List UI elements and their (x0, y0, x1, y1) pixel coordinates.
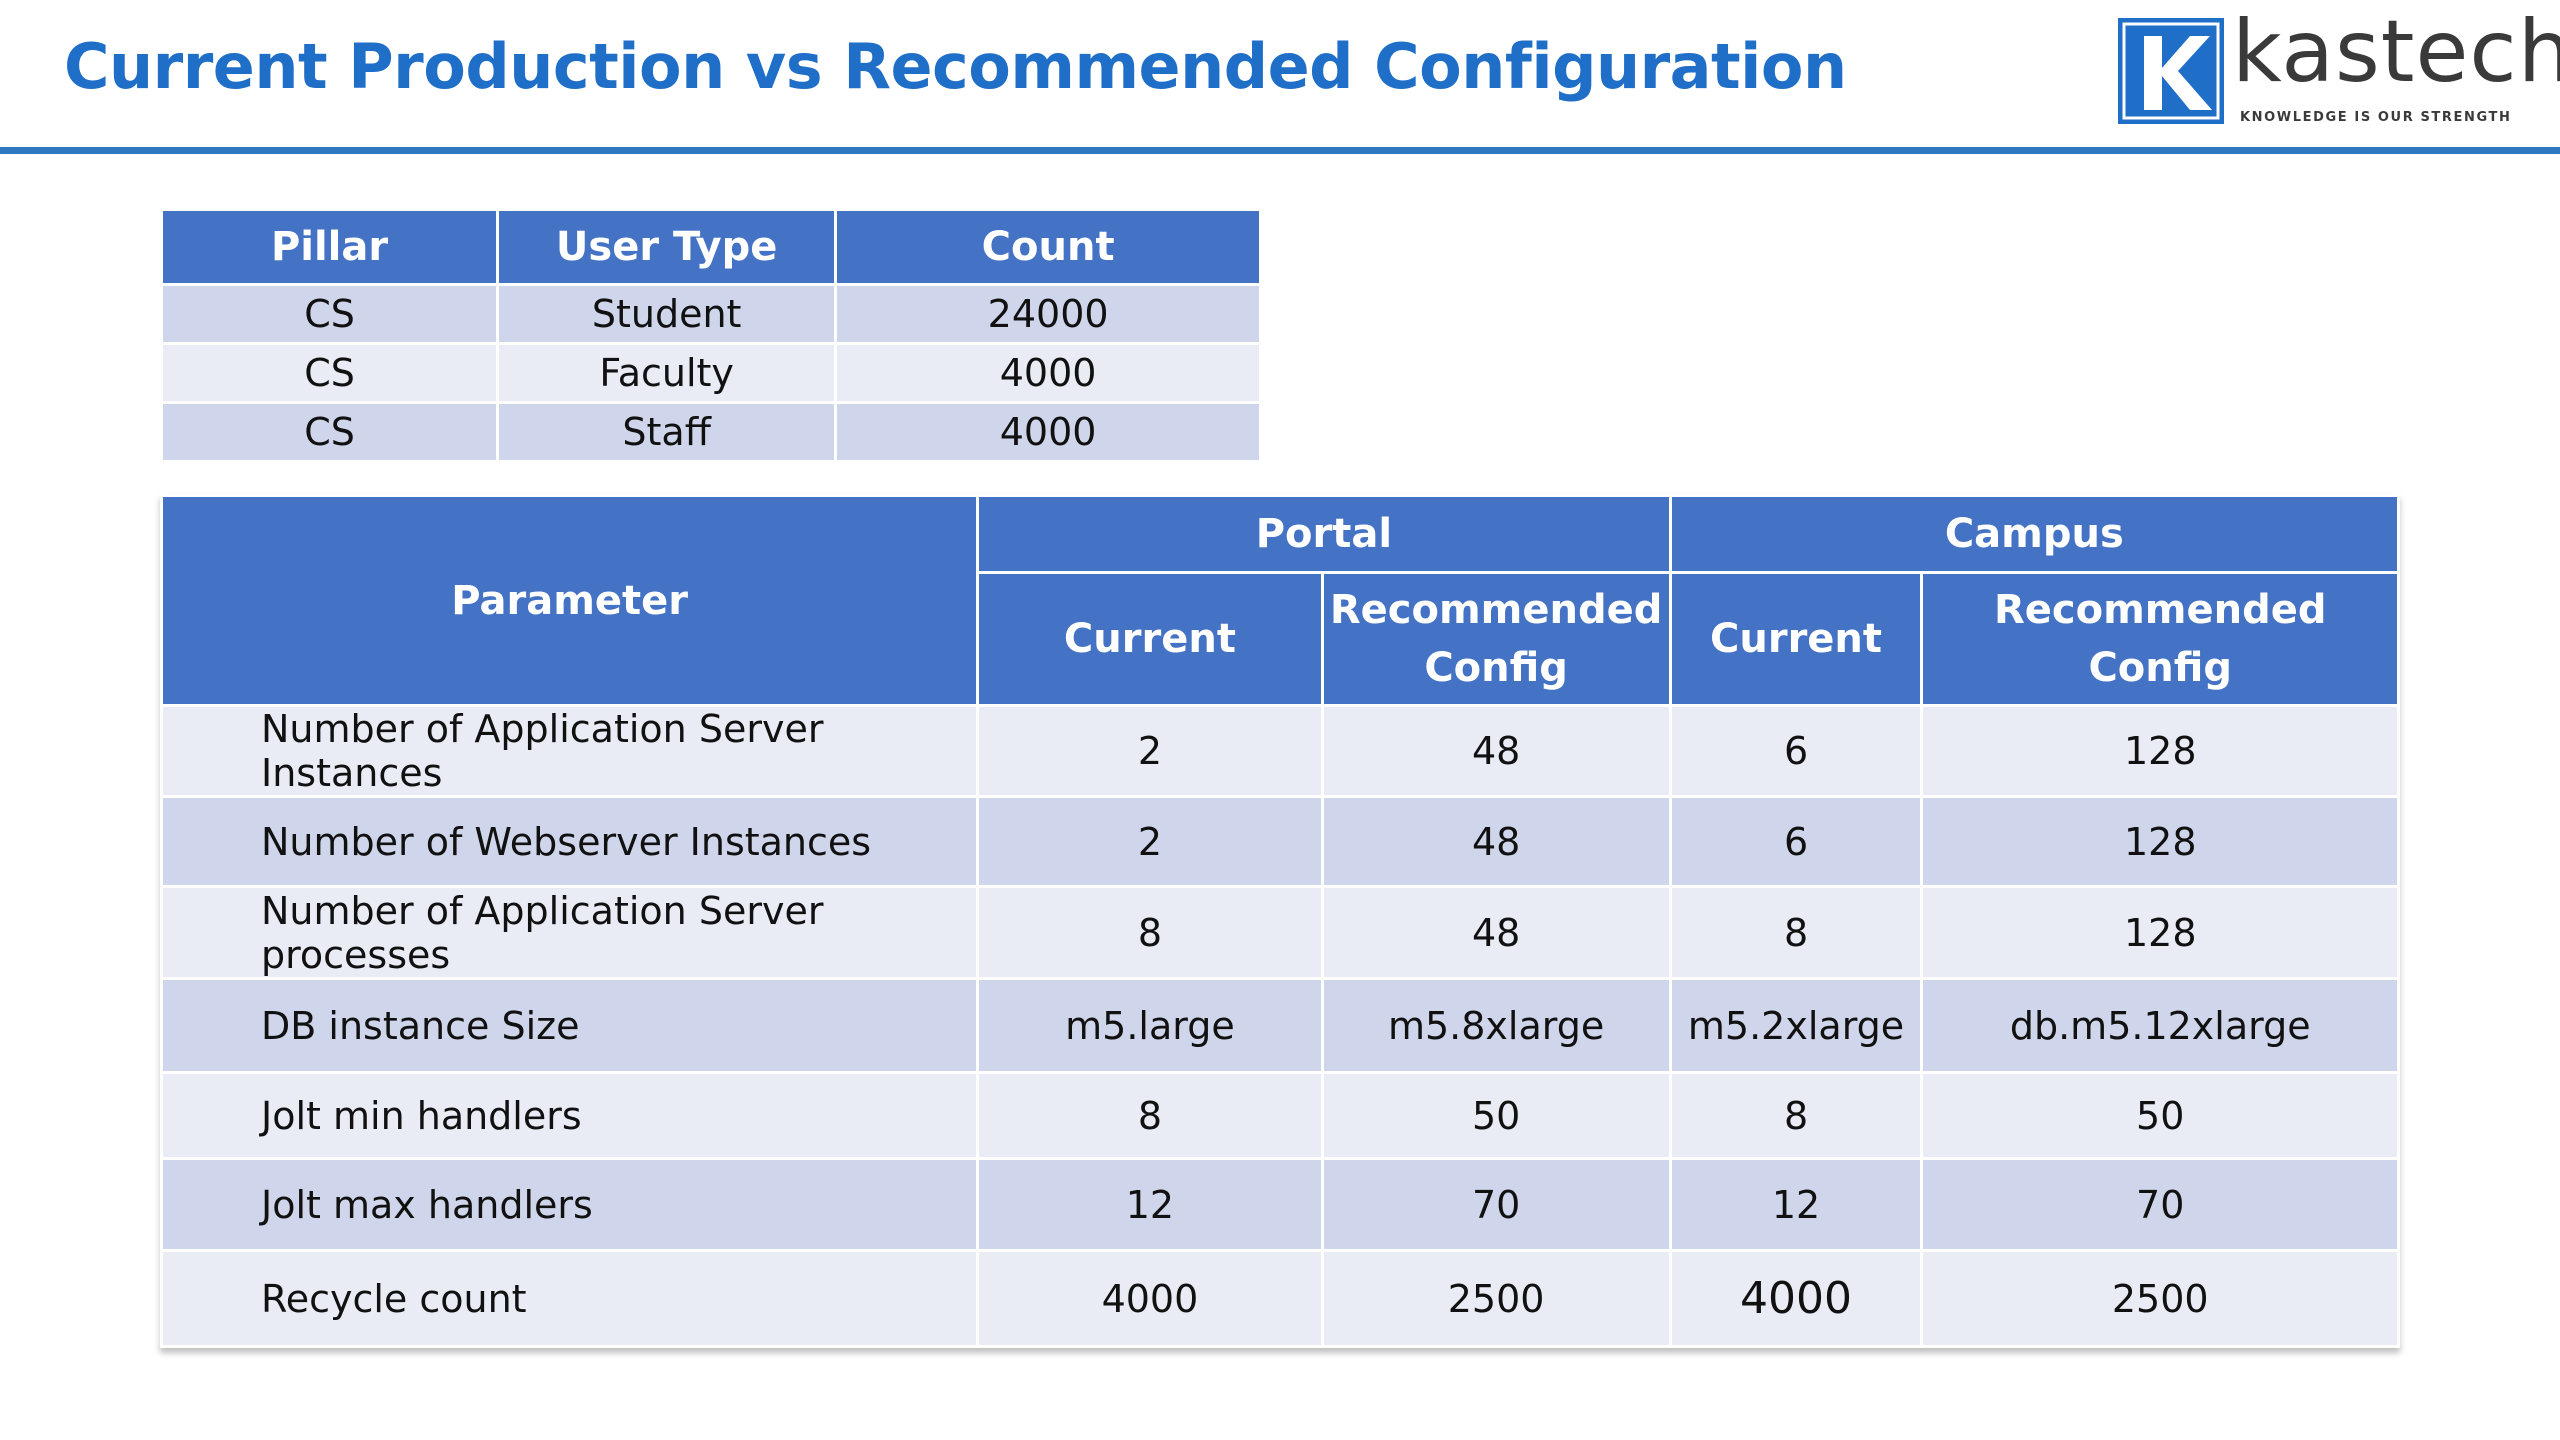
portal-current-cell: 2 (976, 704, 1324, 798)
title-divider (0, 147, 2560, 154)
campus-current-cell: 6 (1668, 704, 1924, 798)
campus-current-cell: 6 (1668, 795, 1924, 888)
header-user-type: User Type (496, 208, 838, 286)
configuration-table: Parameter Portal Campus Current Recommen… (159, 494, 2401, 1348)
header-portal-recommended: Recommended Config (1320, 571, 1672, 707)
pillar-cell: CS (159, 401, 500, 463)
portal-current-cell: 8 (976, 1071, 1324, 1160)
company-logo: kastech KNOWLEDGE IS OUR STRENGTH (2118, 2, 2560, 128)
header-pillar: Pillar (159, 208, 500, 286)
pillar-cell: CS (159, 342, 500, 404)
table-row: CS Student 24000 (159, 283, 1262, 345)
user-type-cell: Faculty (496, 342, 838, 404)
logo-tagline: KNOWLEDGE IS OUR STRENGTH (2240, 110, 2512, 125)
portal-recommended-cell: m5.8xlarge (1320, 977, 1672, 1074)
campus-recommended-cell: 70 (1920, 1157, 2400, 1252)
table-row: Number of Application Server Instances 2… (159, 704, 2400, 798)
campus-recommended-cell: 50 (1920, 1071, 2400, 1160)
campus-current-cell: m5.2xlarge (1668, 977, 1924, 1074)
portal-recommended-cell: 48 (1320, 704, 1672, 798)
campus-current-cell: 8 (1668, 1071, 1924, 1160)
parameter-cell: Jolt min handlers (159, 1071, 980, 1160)
table-subheader-row: Current Recommended Config Current Recom… (162, 571, 2400, 707)
k-logo-icon (2118, 18, 2224, 124)
portal-recommended-cell: 70 (1320, 1157, 1672, 1252)
table-row: Number of Webserver Instances 2 48 6 128 (159, 795, 2400, 888)
header-group-portal: Portal (976, 494, 1672, 574)
header-parameter: Parameter (159, 494, 980, 707)
logo-wordmark: kastech (2232, 2, 2560, 102)
parameter-cell: Number of Application Server processes (159, 885, 980, 980)
campus-recommended-cell: 128 (1920, 795, 2400, 888)
header-portal-current: Current (976, 571, 1324, 707)
portal-current-cell: 8 (976, 885, 1324, 980)
campus-recommended-cell: 128 (1920, 704, 2400, 798)
page-title: Current Production vs Recommended Config… (64, 30, 1847, 103)
table-row: CS Faculty 4000 (159, 342, 1262, 404)
campus-current-cell: 8 (1668, 885, 1924, 980)
parameter-cell: Number of Webserver Instances (159, 795, 980, 888)
count-cell: 4000 (834, 401, 1262, 463)
portal-current-cell: m5.large (976, 977, 1324, 1074)
campus-recommended-cell: db.m5.12xlarge (1920, 977, 2400, 1074)
table-row: Number of Application Server processes 8… (159, 885, 2400, 980)
portal-current-cell: 2 (976, 795, 1324, 888)
pillar-cell: CS (159, 283, 500, 345)
portal-recommended-cell: 2500 (1320, 1249, 1672, 1348)
table-header-row: Parameter Portal Campus (159, 494, 2401, 707)
header-campus-recommended: Recommended Config (1920, 571, 2400, 707)
campus-current-cell: 4000 (1668, 1249, 1924, 1348)
count-cell: 4000 (834, 342, 1262, 404)
parameter-cell: Recycle count (159, 1249, 980, 1348)
table-row: CS Staff 4000 (159, 401, 1262, 463)
table-row: Recycle count 4000 2500 4000 2500 (159, 1249, 2400, 1348)
user-type-cell: Staff (496, 401, 838, 463)
table-row: Jolt max handlers 12 70 12 70 (159, 1157, 2400, 1252)
campus-recommended-cell: 128 (1920, 885, 2400, 980)
header-group-campus: Campus (1668, 494, 2401, 574)
parameter-cell: Jolt max handlers (159, 1157, 980, 1252)
parameter-cell: Number of Application Server Instances (159, 704, 980, 798)
portal-recommended-cell: 50 (1320, 1071, 1672, 1160)
portal-current-cell: 12 (976, 1157, 1324, 1252)
parameter-cell: DB instance Size (159, 977, 980, 1074)
portal-recommended-cell: 48 (1320, 885, 1672, 980)
header-count: Count (834, 208, 1262, 286)
table-row: DB instance Size m5.large m5.8xlarge m5.… (159, 977, 2400, 1074)
table-row: Jolt min handlers 8 50 8 50 (159, 1071, 2400, 1160)
campus-current-cell: 12 (1668, 1157, 1924, 1252)
user-count-table: Pillar User Type Count CS Student 24000 … (159, 208, 1262, 463)
portal-current-cell: 4000 (976, 1249, 1324, 1348)
table-header-row: Pillar User Type Count (159, 208, 1262, 286)
campus-recommended-cell: 2500 (1920, 1249, 2400, 1348)
count-cell: 24000 (834, 283, 1262, 345)
header-campus-current: Current (1668, 571, 1924, 707)
user-type-cell: Student (496, 283, 838, 345)
portal-recommended-cell: 48 (1320, 795, 1672, 888)
